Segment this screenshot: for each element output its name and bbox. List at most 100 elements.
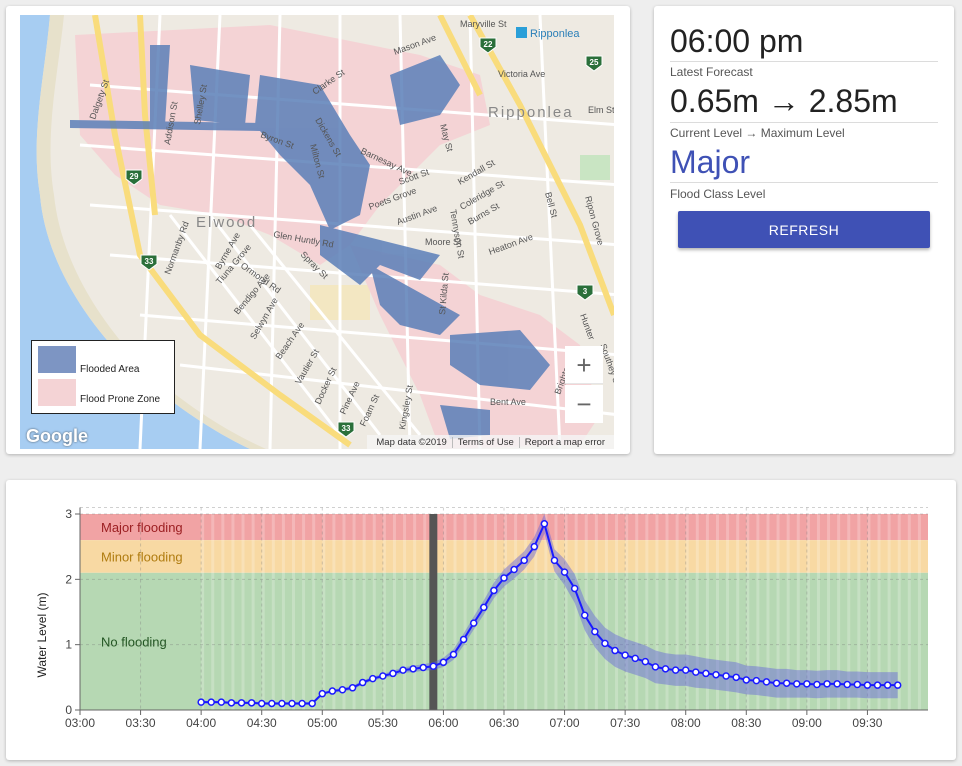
data-point[interactable] — [631, 654, 639, 663]
data-point[interactable] — [581, 611, 589, 620]
data-point[interactable] — [338, 685, 347, 694]
street-label: Austin Ave — [395, 203, 438, 227]
data-point[interactable] — [651, 663, 660, 671]
data-point[interactable] — [722, 672, 730, 680]
data-point[interactable] — [641, 657, 650, 666]
water-level-line — [201, 520, 898, 705]
zoom-out-button[interactable]: − — [565, 385, 603, 423]
road-shield-icon: 25 — [585, 55, 603, 72]
x-tick-label: 09:00 — [792, 716, 822, 730]
map-canvas[interactable]: Elwood Ripponlea Ripponlea Maryville St M… — [20, 15, 614, 449]
flood-zones: Major flooding Minor flooding No flooding — [80, 507, 928, 710]
y-tick-label: 3 — [65, 507, 72, 521]
data-point[interactable] — [732, 673, 740, 682]
data-point[interactable] — [197, 698, 205, 706]
data-point[interactable] — [510, 565, 518, 574]
refresh-button[interactable]: REFRESH — [678, 211, 930, 248]
suburb-label-elwood: Elwood — [196, 214, 257, 231]
x-tick-label: 06:00 — [428, 716, 458, 730]
data-point[interactable] — [742, 676, 751, 684]
data-point[interactable] — [379, 672, 387, 680]
data-point[interactable] — [712, 670, 720, 679]
data-point[interactable] — [500, 574, 508, 582]
data-point[interactable] — [671, 666, 680, 674]
data-point[interactable] — [419, 663, 427, 672]
data-point[interactable] — [772, 679, 781, 687]
street-label: Victoria Ave — [498, 69, 545, 79]
data-point[interactable] — [399, 666, 407, 674]
train-station-icon[interactable] — [516, 27, 527, 38]
terms-of-use-link[interactable]: Terms of Use — [451, 436, 519, 448]
data-point[interactable] — [490, 586, 498, 595]
data-point[interactable] — [469, 619, 478, 627]
data-point[interactable] — [217, 698, 226, 706]
data-point[interactable] — [348, 684, 357, 692]
data-point[interactable] — [328, 687, 337, 695]
data-point[interactable] — [318, 689, 327, 698]
x-tick-label: 03:30 — [126, 716, 156, 730]
data-point[interactable] — [611, 646, 619, 655]
data-point[interactable] — [288, 699, 296, 708]
data-point[interactable] — [681, 666, 690, 674]
data-point[interactable] — [833, 680, 841, 688]
water-levels: 0.65m → 2.85m — [670, 83, 898, 119]
street-label: Hunter — [578, 312, 597, 341]
data-point[interactable] — [268, 699, 276, 708]
data-point[interactable] — [793, 680, 801, 688]
google-logo[interactable]: Google — [26, 426, 88, 446]
data-point[interactable] — [883, 681, 892, 689]
data-point[interactable] — [207, 698, 215, 706]
data-point[interactable] — [782, 679, 791, 687]
water-level-series — [197, 520, 902, 708]
station-label[interactable]: Ripponlea — [530, 28, 580, 40]
data-point[interactable] — [389, 669, 397, 678]
data-point[interactable] — [530, 542, 539, 551]
data-point[interactable] — [358, 678, 367, 687]
data-point[interactable] — [813, 680, 821, 689]
x-tick-label: 05:30 — [368, 716, 398, 730]
data-point[interactable] — [439, 658, 448, 667]
data-point[interactable] — [449, 650, 458, 659]
data-point[interactable] — [853, 680, 862, 689]
data-point[interactable] — [237, 699, 246, 707]
data-point[interactable] — [570, 584, 579, 593]
flood-map[interactable]: Elwood Ripponlea Ripponlea Maryville St M… — [20, 15, 614, 449]
data-point[interactable] — [369, 674, 377, 683]
data-point[interactable] — [298, 699, 306, 708]
data-point[interactable] — [257, 699, 266, 708]
data-point[interactable] — [843, 680, 851, 689]
data-point[interactable] — [429, 662, 438, 670]
data-point[interactable] — [863, 681, 872, 689]
data-point[interactable] — [752, 676, 761, 685]
data-point[interactable] — [409, 665, 417, 673]
data-point[interactable] — [893, 681, 902, 689]
data-point[interactable] — [762, 678, 771, 686]
data-point[interactable] — [560, 568, 569, 576]
y-axis-label: Water Level (m) — [35, 593, 49, 678]
data-point[interactable] — [661, 665, 670, 673]
data-point[interactable] — [621, 651, 629, 659]
data-point[interactable] — [550, 556, 559, 565]
data-point[interactable] — [278, 699, 286, 708]
data-point[interactable] — [823, 680, 831, 688]
flood-prone-label: Flood Prone Zone — [80, 394, 161, 405]
data-point[interactable] — [459, 635, 468, 644]
data-point[interactable] — [540, 520, 549, 528]
data-point[interactable] — [247, 699, 256, 707]
data-point[interactable] — [308, 699, 316, 708]
data-point[interactable] — [873, 681, 882, 689]
data-point[interactable] — [702, 669, 710, 678]
report-map-error-link[interactable]: Report a map error — [518, 436, 610, 448]
zoom-in-button[interactable]: + — [565, 346, 603, 384]
data-point[interactable] — [692, 668, 700, 676]
data-point[interactable] — [803, 680, 811, 688]
data-point[interactable] — [601, 639, 609, 648]
street-label: St Kilda St — [437, 272, 451, 315]
data-point[interactable] — [227, 699, 236, 707]
data-point[interactable] — [520, 556, 528, 565]
data-point[interactable] — [480, 603, 488, 612]
data-point[interactable] — [591, 627, 599, 636]
current-time-marker — [429, 514, 438, 710]
water-level-chart-card: Major flooding Minor flooding No flooding … — [6, 480, 956, 760]
